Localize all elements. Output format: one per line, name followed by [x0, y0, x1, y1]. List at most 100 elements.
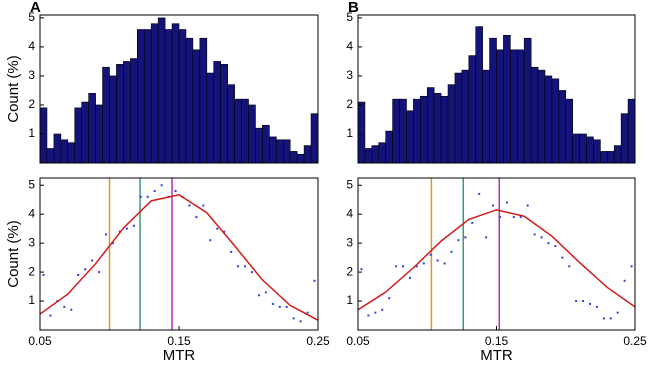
y-tick-label: 4: [28, 39, 35, 53]
bar: [371, 145, 380, 164]
fit-curve: [39, 193, 319, 321]
bar: [303, 145, 312, 164]
bar: [234, 98, 242, 164]
y-tick-label: 1: [28, 293, 35, 307]
point: [381, 308, 384, 311]
bar: [620, 113, 629, 164]
point: [408, 276, 411, 279]
point: [575, 300, 578, 303]
point: [202, 204, 205, 207]
point: [70, 308, 73, 311]
bar: [143, 29, 152, 164]
bar: [516, 49, 525, 164]
bar: [475, 26, 483, 164]
bar: [310, 113, 319, 164]
point: [63, 305, 66, 308]
point: [292, 317, 295, 320]
bar: [558, 90, 567, 164]
bar: [248, 104, 256, 164]
point: [132, 224, 135, 227]
x-tick-label: 0.25: [623, 334, 647, 348]
bar: [613, 145, 622, 164]
point: [223, 230, 226, 233]
y-axis-label: Count (%): [5, 220, 22, 288]
y-tick-label: 1: [346, 293, 353, 307]
point: [595, 305, 598, 308]
point: [540, 236, 543, 239]
bar: [109, 75, 117, 164]
bar: [282, 139, 291, 164]
point: [313, 279, 316, 282]
bar: [275, 139, 284, 164]
bar: [171, 23, 180, 164]
bar: [206, 72, 215, 164]
bar: [447, 84, 456, 164]
bar: [551, 78, 560, 164]
x-tick-label: 0.05: [28, 334, 52, 348]
bar: [530, 66, 539, 164]
point: [188, 204, 191, 207]
point: [153, 190, 156, 193]
bar: [496, 49, 504, 164]
plot-frame: [39, 177, 319, 331]
point: [429, 253, 432, 256]
point: [588, 302, 591, 305]
point: [616, 311, 619, 314]
point: [533, 233, 536, 236]
bar: [426, 87, 435, 164]
panel-label: A: [30, 0, 41, 16]
bar: [150, 23, 159, 164]
bar: [565, 98, 573, 164]
y-tick-label: 1: [28, 126, 35, 140]
point: [271, 302, 274, 305]
point: [98, 271, 101, 274]
bar: [489, 37, 497, 164]
point: [360, 268, 363, 271]
y-tick-label: 3: [346, 68, 353, 82]
point: [299, 320, 302, 323]
bar: [593, 139, 601, 164]
y-tick-label: 1: [346, 126, 353, 140]
y-tick-label: 2: [28, 97, 35, 111]
point: [526, 204, 529, 207]
point: [519, 216, 522, 219]
point: [91, 259, 94, 262]
bar: [413, 98, 421, 164]
point: [49, 314, 52, 317]
point: [422, 262, 425, 265]
bar: [262, 124, 270, 164]
point: [547, 242, 550, 245]
y-tick-label: 5: [346, 10, 353, 24]
point: [125, 227, 128, 230]
bar: [130, 58, 138, 164]
point: [478, 192, 481, 195]
bar: [364, 148, 373, 164]
point: [237, 265, 240, 268]
bar: [600, 151, 608, 164]
bar: [95, 104, 103, 164]
bar: [454, 72, 463, 164]
point: [264, 291, 267, 294]
y-tick-label: 2: [346, 264, 353, 278]
bar: [220, 64, 228, 164]
point: [471, 221, 474, 224]
bar: [406, 110, 414, 164]
point: [209, 239, 212, 242]
bar: [461, 69, 470, 164]
bar: [88, 93, 96, 164]
x-tick-label: 0.25: [306, 334, 330, 348]
bar: [157, 17, 166, 164]
bar: [46, 148, 55, 164]
bar: [510, 49, 518, 164]
y-tick-label: 3: [28, 68, 35, 82]
bar: [537, 69, 546, 164]
point: [554, 245, 557, 248]
point: [623, 279, 626, 282]
point: [395, 265, 398, 268]
point: [306, 311, 309, 314]
y-tick-label: 4: [346, 206, 353, 220]
bar: [178, 29, 187, 164]
plot-frame: [357, 14, 636, 164]
bar: [255, 127, 263, 164]
